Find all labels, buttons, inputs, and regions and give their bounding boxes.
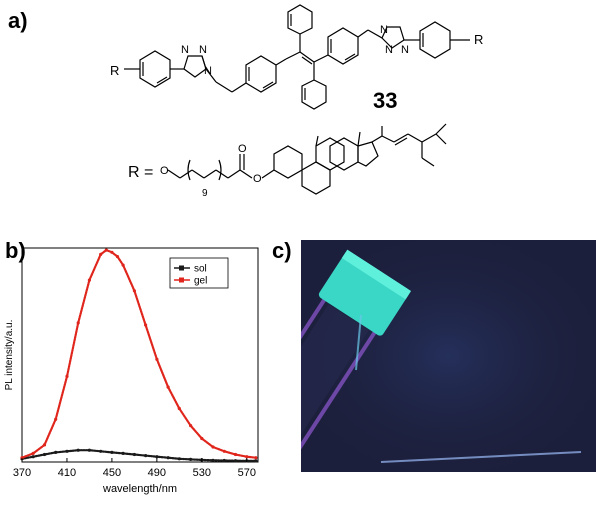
data-point-sol — [54, 450, 58, 454]
data-point-sol — [132, 452, 136, 457]
data-point-gel — [211, 445, 215, 449]
data-point-sol — [222, 458, 226, 463]
legend-box — [169, 257, 229, 289]
data-point-gel — [200, 436, 204, 441]
data-point-gel — [31, 451, 35, 455]
data-point-gel — [144, 323, 148, 327]
chemical-structure: N N N N N N O O O 9 R R R = — [110, 4, 483, 199]
repeat-count: 9 — [202, 188, 208, 199]
data-point-sol — [144, 454, 148, 458]
data-point-gel — [166, 385, 170, 389]
atom-o2: O — [238, 143, 247, 155]
data-point-gel — [121, 263, 125, 267]
data-point-gel — [65, 374, 69, 378]
data-point-sol — [31, 455, 35, 459]
panel-label-b: b) — [5, 238, 26, 263]
r-equals-label: R = — [128, 164, 153, 181]
r-label-left: R — [110, 63, 119, 78]
vial-illustration — [301, 240, 596, 472]
data-point-gel — [254, 456, 258, 460]
x-tick-label: 570 — [238, 467, 256, 479]
tick-layer: 370 410 450 490 530 570 — [13, 458, 256, 479]
atom-n5: N — [385, 44, 393, 56]
data-point-gel — [110, 250, 114, 254]
pl-spectrum-chart: 370 410 450 490 530 570 PL intensity/a.u. wav… — [4, 247, 259, 495]
data-point-sol — [110, 450, 114, 454]
data-point-gel — [20, 456, 24, 460]
series-line-sol — [20, 449, 257, 462]
data-point-sol — [65, 449, 69, 453]
data-point-gel — [177, 406, 181, 411]
atom-o1: O — [160, 165, 169, 177]
data-point-sol — [254, 459, 258, 463]
y-axis-label: PL intensity/a.u. — [4, 320, 15, 391]
data-point-sol — [121, 451, 125, 455]
x-tick-label: 490 — [148, 467, 166, 479]
atom-n3: N — [204, 65, 212, 77]
data-point-sol — [211, 458, 215, 462]
data-point-gel — [233, 452, 238, 457]
plot-frame — [21, 247, 259, 463]
data-point-gel — [99, 252, 103, 256]
data-point-sol — [87, 448, 91, 452]
r-label-right: R — [474, 32, 483, 47]
legend-label: sol — [194, 264, 207, 275]
data-point-gel — [189, 424, 193, 428]
atom-n2: N — [199, 44, 207, 56]
atom-n6: N — [401, 44, 409, 56]
data-point-sol — [42, 452, 47, 457]
panel-label-a: a) — [8, 8, 28, 33]
panel-label-c: c) — [272, 238, 292, 263]
data-point-sol — [155, 455, 159, 459]
legend-swatch-marker — [179, 265, 184, 271]
legend-swatch-marker — [179, 277, 184, 283]
x-axis-label: wavelength/nm — [102, 483, 177, 495]
compound-number: 33 — [373, 88, 398, 113]
data-point-sol — [189, 457, 193, 461]
data-point-sol — [233, 459, 238, 463]
vial-photo — [301, 240, 596, 472]
data-point-gel — [104, 248, 108, 252]
data-point-sol — [166, 456, 170, 460]
atom-n1: N — [181, 44, 189, 56]
x-tick-label: 410 — [58, 467, 76, 479]
data-point-gel — [115, 255, 120, 259]
series-layer — [20, 248, 258, 463]
data-point-gel — [222, 449, 226, 453]
legend-label: gel — [194, 276, 207, 287]
data-point-sol — [99, 449, 103, 453]
x-tick-label: 450 — [103, 467, 121, 479]
data-point-sol — [177, 457, 181, 461]
data-point-gel — [245, 455, 249, 459]
data-point-sol — [76, 448, 80, 452]
data-point-gel — [132, 289, 136, 293]
plot-border — [21, 247, 259, 463]
series-line-gel — [20, 248, 257, 459]
data-point-gel — [54, 417, 58, 421]
data-point-gel — [76, 321, 80, 325]
atom-o3: O — [253, 173, 262, 185]
x-tick-label: 370 — [13, 467, 31, 479]
atom-n4: N — [380, 24, 388, 36]
data-point-gel — [87, 278, 91, 282]
data-point-gel — [155, 357, 159, 361]
data-point-gel — [42, 443, 47, 447]
x-tick-label: 530 — [193, 467, 211, 479]
